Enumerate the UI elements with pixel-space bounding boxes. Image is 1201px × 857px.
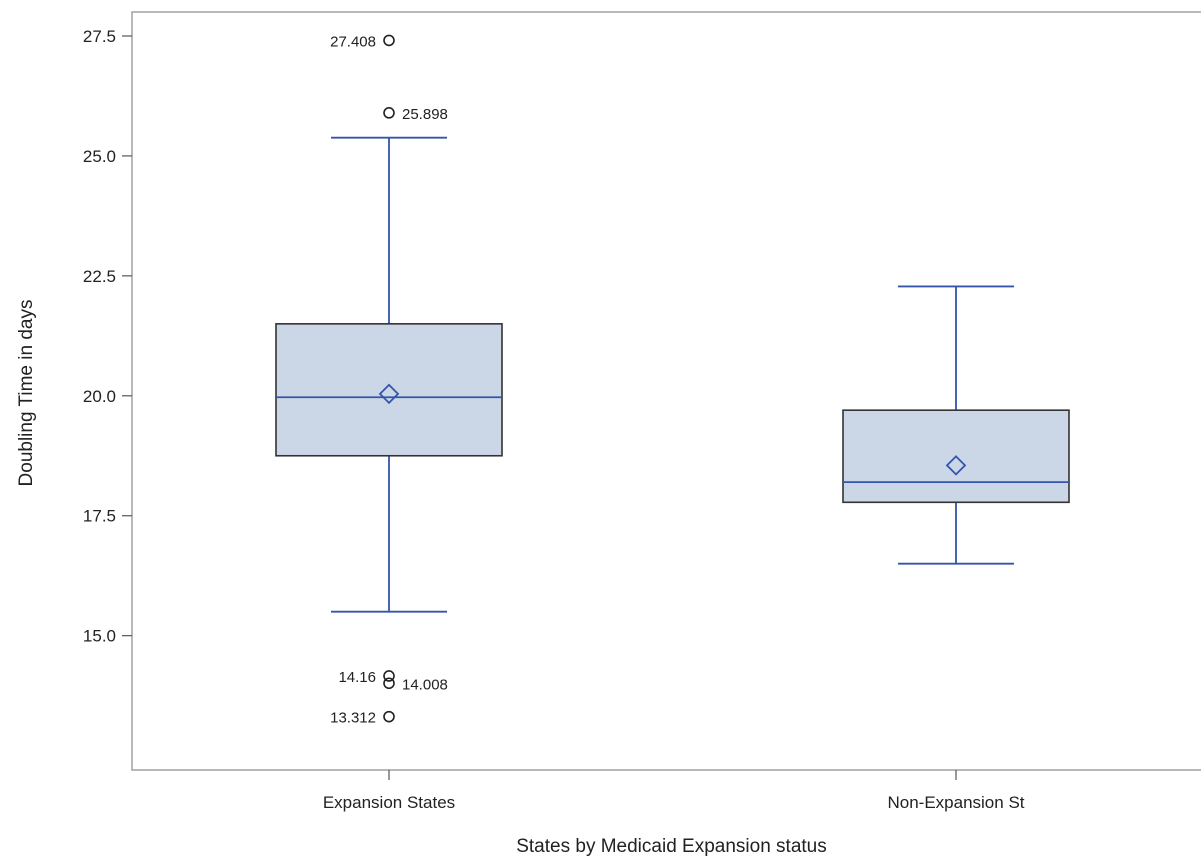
outlier-label: 13.312: [330, 710, 376, 727]
mean-marker: [945, 455, 967, 476]
x-axis: Expansion States Non-Expansion St: [323, 770, 1025, 812]
outlier-point: [383, 710, 395, 723]
outlier-point: [383, 34, 395, 47]
outlier-label: 27.408: [330, 33, 376, 50]
y-tick-label: 17.5: [83, 507, 116, 526]
y-tick-label: 15.0: [83, 627, 116, 646]
x-axis-title: States by Medicaid Expansion status: [516, 836, 827, 857]
y-axis-title: Doubling Time in days: [16, 300, 37, 487]
x-tick-label: Expansion States: [323, 793, 455, 812]
y-tick-label: 25.0: [83, 147, 116, 166]
outlier-point: [383, 107, 395, 119]
x-tick-label: Non-Expansion St: [887, 793, 1024, 812]
mean-marker: [378, 383, 400, 405]
outlier-point: [383, 670, 395, 682]
outlier-label: 14.008: [402, 676, 448, 693]
boxes-layer: 27.408 25.898 14.16 14.008 13.312: [275, 33, 1070, 727]
box-group: [842, 285, 1070, 565]
box-group: 27.408 25.898 14.16 14.008 13.312: [275, 33, 503, 727]
y-tick-label: 27.5: [83, 27, 116, 46]
y-tick-label: 22.5: [83, 267, 116, 286]
y-axis: 15.0 17.5 20.0 22.5 25.0 27.5: [83, 27, 132, 646]
y-tick-label: 20.0: [83, 387, 116, 406]
outlier-label: 25.898: [402, 106, 448, 123]
plot-frame: [131, 11, 1201, 771]
box-iqr: [275, 323, 503, 457]
outlier-label: 14.16: [338, 669, 376, 686]
outlier-point: [383, 677, 395, 690]
